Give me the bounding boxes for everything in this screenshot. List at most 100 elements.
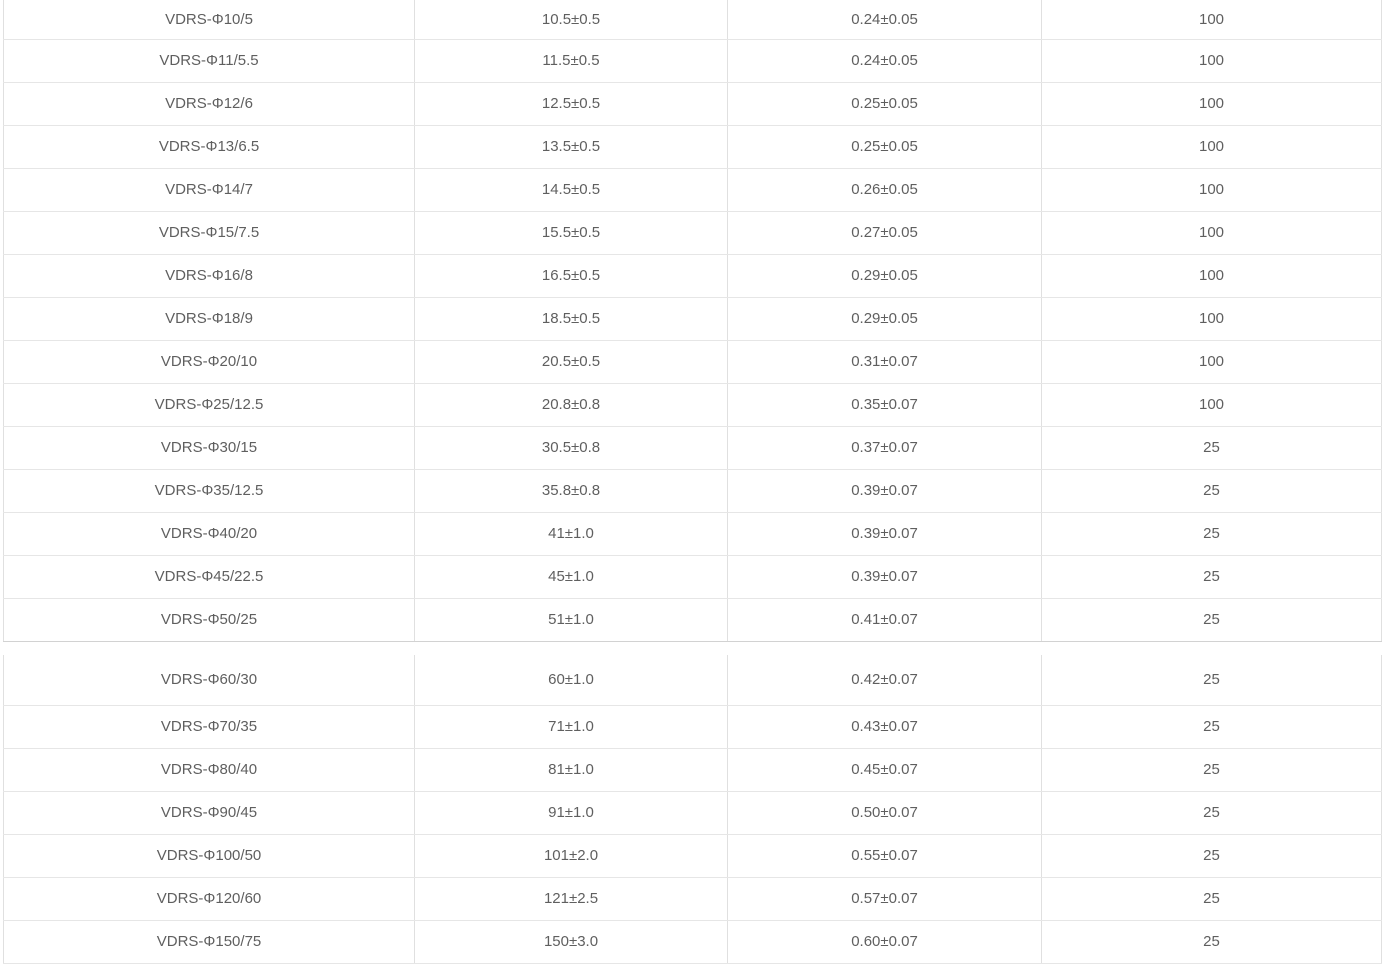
cell-thickness: 0.26±0.05 xyxy=(727,168,1042,212)
cell-model: VDRS-Φ60/30 xyxy=(3,655,415,706)
cell-diameter: 18.5±0.5 xyxy=(414,297,728,341)
cell-diameter: 51±1.0 xyxy=(414,598,728,642)
cell-thickness: 0.41±0.07 xyxy=(727,598,1042,642)
cell-model: VDRS-Φ100/50 xyxy=(3,834,415,878)
cell-thickness: 0.55±0.07 xyxy=(727,834,1042,878)
cell-length: 100 xyxy=(1041,297,1382,341)
cell-model: VDRS-Φ14/7 xyxy=(3,168,415,212)
cell-diameter: 71±1.0 xyxy=(414,705,728,749)
cell-diameter: 81±1.0 xyxy=(414,748,728,792)
cell-thickness: 0.60±0.07 xyxy=(727,920,1042,964)
page-break-gap xyxy=(0,642,1385,655)
cell-length: 100 xyxy=(1041,125,1382,169)
cell-length: 100 xyxy=(1041,383,1382,427)
spec-table-block-bottom: VDRS-Φ60/30 60±1.0 0.42±0.07 25 VDRS-Φ70/35 7… xyxy=(3,655,1382,964)
table-row: VDRS-Φ11/5.5 11.5±0.5 0.24±0.05 100 xyxy=(3,39,1382,83)
cell-diameter: 15.5±0.5 xyxy=(414,211,728,255)
cell-thickness: 0.50±0.07 xyxy=(727,791,1042,835)
table-row: VDRS-Φ70/35 71±1.0 0.43±0.07 25 xyxy=(3,705,1382,749)
cell-diameter: 11.5±0.5 xyxy=(414,39,728,83)
cell-model: VDRS-Φ35/12.5 xyxy=(3,469,415,513)
cell-length: 25 xyxy=(1041,748,1382,792)
spec-table-block-top: VDRS-Φ10/5 10.5±0.5 0.24±0.05 100 VDRS-Φ11/5… xyxy=(3,0,1382,642)
cell-length: 25 xyxy=(1041,705,1382,749)
cell-length: 100 xyxy=(1041,168,1382,212)
table-row: VDRS-Φ120/60 121±2.5 0.57±0.07 25 xyxy=(3,877,1382,921)
cell-model: VDRS-Φ12/6 xyxy=(3,82,415,126)
table-row: VDRS-Φ30/15 30.5±0.8 0.37±0.07 25 xyxy=(3,426,1382,470)
table-row: VDRS-Φ18/9 18.5±0.5 0.29±0.05 100 xyxy=(3,297,1382,341)
table-row: VDRS-Φ80/40 81±1.0 0.45±0.07 25 xyxy=(3,748,1382,792)
cell-diameter: 121±2.5 xyxy=(414,877,728,921)
cell-model: VDRS-Φ150/75 xyxy=(3,920,415,964)
cell-length: 25 xyxy=(1041,426,1382,470)
cell-thickness: 0.27±0.05 xyxy=(727,211,1042,255)
table-row: VDRS-Φ150/75 150±3.0 0.60±0.07 25 xyxy=(3,920,1382,964)
cell-length: 25 xyxy=(1041,791,1382,835)
cell-thickness: 0.29±0.05 xyxy=(727,297,1042,341)
cell-thickness: 0.37±0.07 xyxy=(727,426,1042,470)
cell-model: VDRS-Φ13/6.5 xyxy=(3,125,415,169)
table-row: VDRS-Φ12/6 12.5±0.5 0.25±0.05 100 xyxy=(3,82,1382,126)
table-row: VDRS-Φ14/7 14.5±0.5 0.26±0.05 100 xyxy=(3,168,1382,212)
cell-model: VDRS-Φ15/7.5 xyxy=(3,211,415,255)
cell-model: VDRS-Φ70/35 xyxy=(3,705,415,749)
cell-length: 25 xyxy=(1041,512,1382,556)
cell-model: VDRS-Φ45/22.5 xyxy=(3,555,415,599)
cell-thickness: 0.39±0.07 xyxy=(727,555,1042,599)
cell-thickness: 0.25±0.05 xyxy=(727,82,1042,126)
cell-diameter: 20.5±0.5 xyxy=(414,340,728,384)
cell-diameter: 60±1.0 xyxy=(414,655,728,706)
cell-model: VDRS-Φ80/40 xyxy=(3,748,415,792)
cell-diameter: 45±1.0 xyxy=(414,555,728,599)
cell-length: 25 xyxy=(1041,920,1382,964)
cell-diameter: 10.5±0.5 xyxy=(414,0,728,40)
cell-diameter: 30.5±0.8 xyxy=(414,426,728,470)
table-row: VDRS-Φ15/7.5 15.5±0.5 0.27±0.05 100 xyxy=(3,211,1382,255)
cell-model: VDRS-Φ40/20 xyxy=(3,512,415,556)
cell-model: VDRS-Φ11/5.5 xyxy=(3,39,415,83)
cell-diameter: 150±3.0 xyxy=(414,920,728,964)
cell-model: VDRS-Φ25/12.5 xyxy=(3,383,415,427)
cell-length: 100 xyxy=(1041,211,1382,255)
cell-thickness: 0.57±0.07 xyxy=(727,877,1042,921)
table-row: VDRS-Φ50/25 51±1.0 0.41±0.07 25 xyxy=(3,598,1382,642)
table-row: VDRS-Φ25/12.5 20.8±0.8 0.35±0.07 100 xyxy=(3,383,1382,427)
table-row: VDRS-Φ90/45 91±1.0 0.50±0.07 25 xyxy=(3,791,1382,835)
cell-length: 100 xyxy=(1041,0,1382,40)
cell-length: 100 xyxy=(1041,340,1382,384)
table-row: VDRS-Φ35/12.5 35.8±0.8 0.39±0.07 25 xyxy=(3,469,1382,513)
cell-diameter: 35.8±0.8 xyxy=(414,469,728,513)
cell-diameter: 16.5±0.5 xyxy=(414,254,728,298)
spec-table-body-top: VDRS-Φ10/5 10.5±0.5 0.24±0.05 100 VDRS-Φ11/5… xyxy=(3,0,1382,642)
cell-length: 25 xyxy=(1041,655,1382,706)
cell-length: 25 xyxy=(1041,555,1382,599)
cell-model: VDRS-Φ50/25 xyxy=(3,598,415,642)
cell-length: 25 xyxy=(1041,877,1382,921)
cell-thickness: 0.45±0.07 xyxy=(727,748,1042,792)
cell-length: 100 xyxy=(1041,82,1382,126)
cell-model: VDRS-Φ20/10 xyxy=(3,340,415,384)
cell-diameter: 12.5±0.5 xyxy=(414,82,728,126)
cell-model: VDRS-Φ16/8 xyxy=(3,254,415,298)
table-row: VDRS-Φ40/20 41±1.0 0.39±0.07 25 xyxy=(3,512,1382,556)
cell-thickness: 0.31±0.07 xyxy=(727,340,1042,384)
table-row: VDRS-Φ20/10 20.5±0.5 0.31±0.07 100 xyxy=(3,340,1382,384)
cell-length: 100 xyxy=(1041,39,1382,83)
table-row: VDRS-Φ100/50 101±2.0 0.55±0.07 25 xyxy=(3,834,1382,878)
cell-thickness: 0.24±0.05 xyxy=(727,39,1042,83)
cell-model: VDRS-Φ10/5 xyxy=(3,0,415,40)
cell-diameter: 13.5±0.5 xyxy=(414,125,728,169)
cell-length: 100 xyxy=(1041,254,1382,298)
cell-length: 25 xyxy=(1041,469,1382,513)
cell-thickness: 0.39±0.07 xyxy=(727,469,1042,513)
cell-model: VDRS-Φ90/45 xyxy=(3,791,415,835)
cell-diameter: 20.8±0.8 xyxy=(414,383,728,427)
cell-thickness: 0.42±0.07 xyxy=(727,655,1042,706)
cell-diameter: 14.5±0.5 xyxy=(414,168,728,212)
cell-thickness: 0.43±0.07 xyxy=(727,705,1042,749)
cell-model: VDRS-Φ120/60 xyxy=(3,877,415,921)
cell-diameter: 91±1.0 xyxy=(414,791,728,835)
cell-model: VDRS-Φ18/9 xyxy=(3,297,415,341)
